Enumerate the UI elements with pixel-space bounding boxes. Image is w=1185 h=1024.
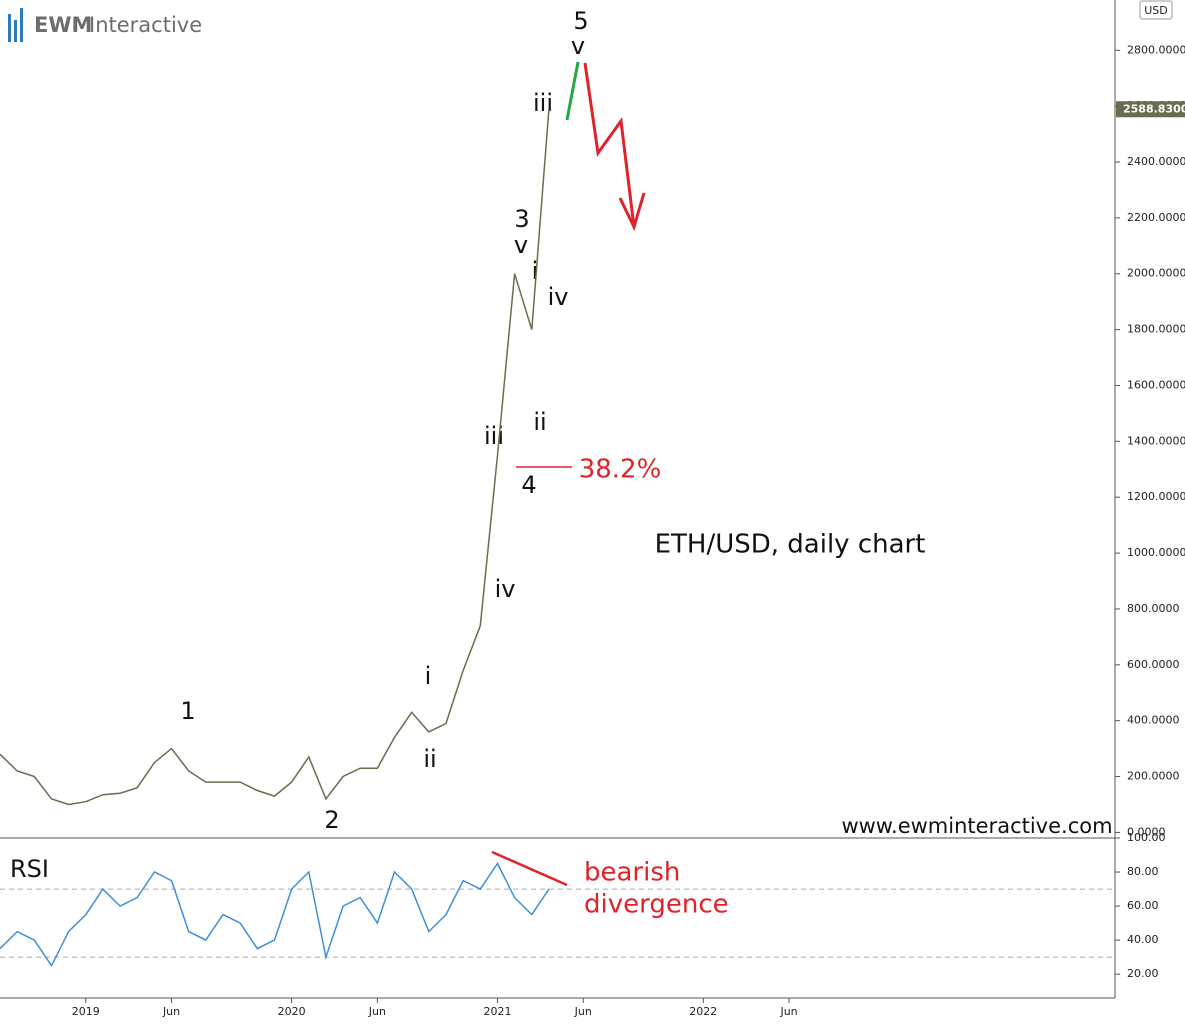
y-tick-label: 40.00: [1127, 933, 1159, 946]
arrow-head: [618, 192, 646, 232]
y-tick-label: 0.0000: [1127, 825, 1166, 838]
wave-label: ii: [423, 745, 436, 773]
x-tick-label: Jun: [779, 1005, 797, 1018]
y-tick-label: 2800.0000: [1127, 43, 1185, 56]
logo-icon: [14, 20, 17, 42]
y-tick-label: 80.00: [1127, 865, 1159, 878]
logo-icon: [8, 14, 11, 42]
annotation: bearish: [584, 858, 680, 888]
wave-label: v: [571, 32, 585, 60]
currency-box: [1139, 0, 1173, 20]
x-tick-label: 2020: [278, 1005, 306, 1018]
wave-label: 4: [521, 471, 536, 499]
wave-label: iii: [533, 89, 553, 117]
wave-label: i: [425, 662, 432, 690]
y-tick-label: 20.00: [1127, 967, 1159, 980]
x-tick-label: 2019: [72, 1005, 100, 1018]
y-tick-label: 60.00: [1127, 899, 1159, 912]
y-tick-label: 2000.0000: [1127, 267, 1185, 280]
wave-label: 2: [324, 806, 339, 834]
x-tick-label: Jun: [574, 1005, 592, 1018]
projection-line: [565, 61, 580, 121]
x-tick-label: Jun: [368, 1005, 386, 1018]
wave-label: iv: [548, 283, 569, 311]
series-line: [0, 862, 550, 968]
wave-label: 5: [573, 7, 588, 35]
price-marker-label: 2588.8300: [1123, 102, 1185, 115]
logo-icon: [20, 8, 23, 42]
y-tick-label: 600.0000: [1127, 658, 1180, 671]
y-tick-label: 800.0000: [1127, 602, 1180, 615]
website: www.ewminteractive.com: [841, 814, 1112, 838]
y-tick-label: 2200.0000: [1127, 211, 1185, 224]
y-tick-label: 1200.0000: [1127, 490, 1185, 503]
wave-label: i: [532, 257, 539, 285]
x-tick-label: 2021: [483, 1005, 511, 1018]
currency: USD: [1144, 4, 1168, 17]
projection-arrow: [583, 62, 636, 228]
y-tick-label: 1800.0000: [1127, 323, 1185, 336]
price-marker: [1116, 101, 1185, 118]
y-tick-label: 400.0000: [1127, 714, 1180, 727]
fib-label: 38.2%: [579, 455, 662, 485]
wave-label: v: [514, 231, 528, 259]
logo: EWM Interactive: [8, 8, 202, 42]
logo-name: Interactive: [89, 13, 202, 37]
y-tick-label: 1400.0000: [1127, 434, 1185, 447]
series-line: [0, 109, 550, 806]
panel-title: RSI: [10, 855, 49, 883]
y-tick-label: 1600.0000: [1127, 378, 1185, 391]
wave-label: 1: [180, 697, 195, 725]
y-tick-label: 100.00: [1127, 831, 1166, 844]
wave-label: ii: [533, 408, 546, 436]
logo-brand: EWM: [34, 13, 92, 37]
divergence-line: [491, 850, 568, 887]
y-tick-label: 2400.0000: [1127, 155, 1185, 168]
x-tick-label: Jun: [162, 1005, 180, 1018]
annotation: divergence: [584, 890, 729, 920]
wave-label: iv: [495, 575, 516, 603]
wave-label: iii: [484, 422, 504, 450]
y-tick-label: 1000.0000: [1127, 546, 1185, 559]
chart-title: ETH/USD, daily chart: [655, 530, 926, 560]
y-tick-label: 200.0000: [1127, 770, 1180, 783]
x-tick-label: 2022: [689, 1005, 717, 1018]
wave-label: 3: [514, 205, 529, 233]
